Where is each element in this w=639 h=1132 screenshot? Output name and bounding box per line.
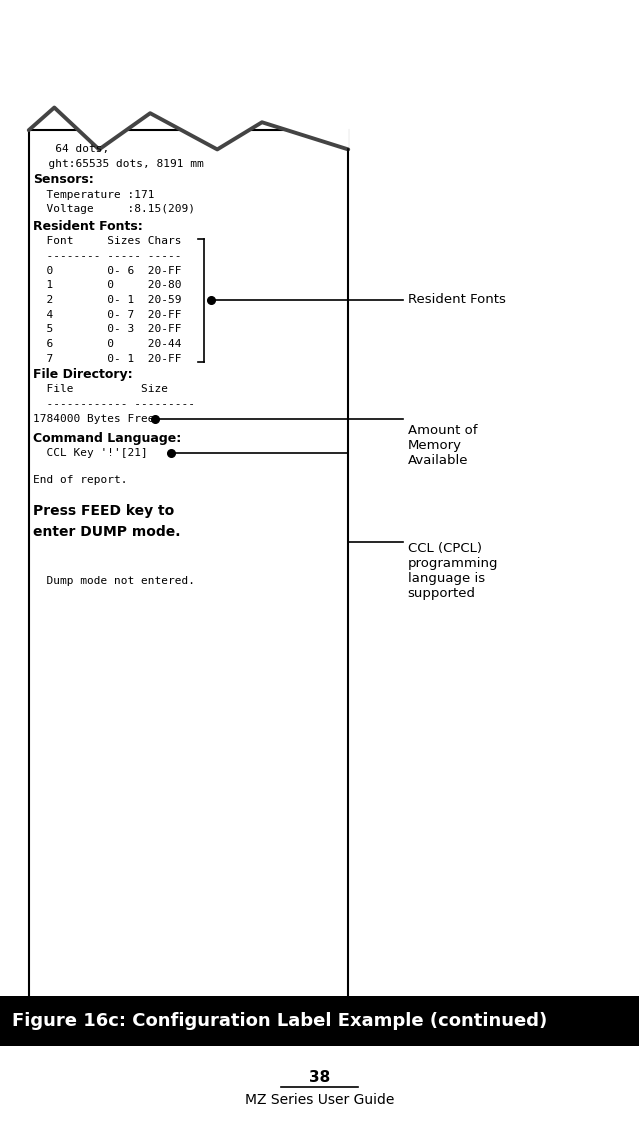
Polygon shape	[29, 0, 348, 149]
Text: File Directory:: File Directory:	[33, 368, 133, 381]
Text: Resident Fonts: Resident Fonts	[408, 293, 505, 307]
Bar	[0, 996, 639, 1046]
Text: ------------ ---------: ------------ ---------	[33, 400, 196, 409]
Text: 0        0- 6  20-FF: 0 0- 6 20-FF	[33, 266, 181, 275]
Text: Resident Fonts:: Resident Fonts:	[33, 220, 143, 233]
Text: 5        0- 3  20-FF: 5 0- 3 20-FF	[33, 325, 181, 334]
Text: 1        0     20-80: 1 0 20-80	[33, 281, 181, 290]
Bar	[29, 130, 348, 1002]
Text: Amount of
Memory
Available: Amount of Memory Available	[408, 424, 477, 468]
Text: 38: 38	[309, 1070, 330, 1086]
Text: 1784000 Bytes Free: 1784000 Bytes Free	[33, 414, 155, 423]
Text: Voltage     :8.15(209): Voltage :8.15(209)	[33, 205, 196, 214]
Text: Figure 16c: Configuration Label Example (continued): Figure 16c: Configuration Label Example …	[12, 1012, 547, 1030]
Text: 2        0- 1  20-59: 2 0- 1 20-59	[33, 295, 181, 305]
Text: File          Size: File Size	[33, 385, 168, 394]
Text: End of report.: End of report.	[33, 475, 128, 484]
Text: 64 dots,: 64 dots,	[35, 145, 109, 154]
Text: enter DUMP mode.: enter DUMP mode.	[33, 525, 181, 539]
Text: Sensors:: Sensors:	[33, 173, 94, 187]
Text: -------- ----- -----: -------- ----- -----	[33, 251, 181, 260]
Text: ght:65535 dots, 8191 mm: ght:65535 dots, 8191 mm	[35, 160, 204, 169]
Text: Font     Sizes Chars: Font Sizes Chars	[33, 237, 181, 246]
Text: 7        0- 1  20-FF: 7 0- 1 20-FF	[33, 354, 181, 363]
Text: CCL Key '!'[21]: CCL Key '!'[21]	[33, 448, 148, 457]
Text: 6        0     20-44: 6 0 20-44	[33, 340, 181, 349]
Text: Press FEED key to: Press FEED key to	[33, 504, 174, 517]
Text: Temperature :171: Temperature :171	[33, 190, 155, 199]
Text: Dump mode not entered.: Dump mode not entered.	[33, 576, 196, 585]
Text: CCL (CPCL)
programming
language is
supported: CCL (CPCL) programming language is suppo…	[408, 542, 498, 600]
Text: 4        0- 7  20-FF: 4 0- 7 20-FF	[33, 310, 181, 319]
Text: MZ Series User Guide: MZ Series User Guide	[245, 1094, 394, 1107]
Text: Command Language:: Command Language:	[33, 431, 181, 445]
